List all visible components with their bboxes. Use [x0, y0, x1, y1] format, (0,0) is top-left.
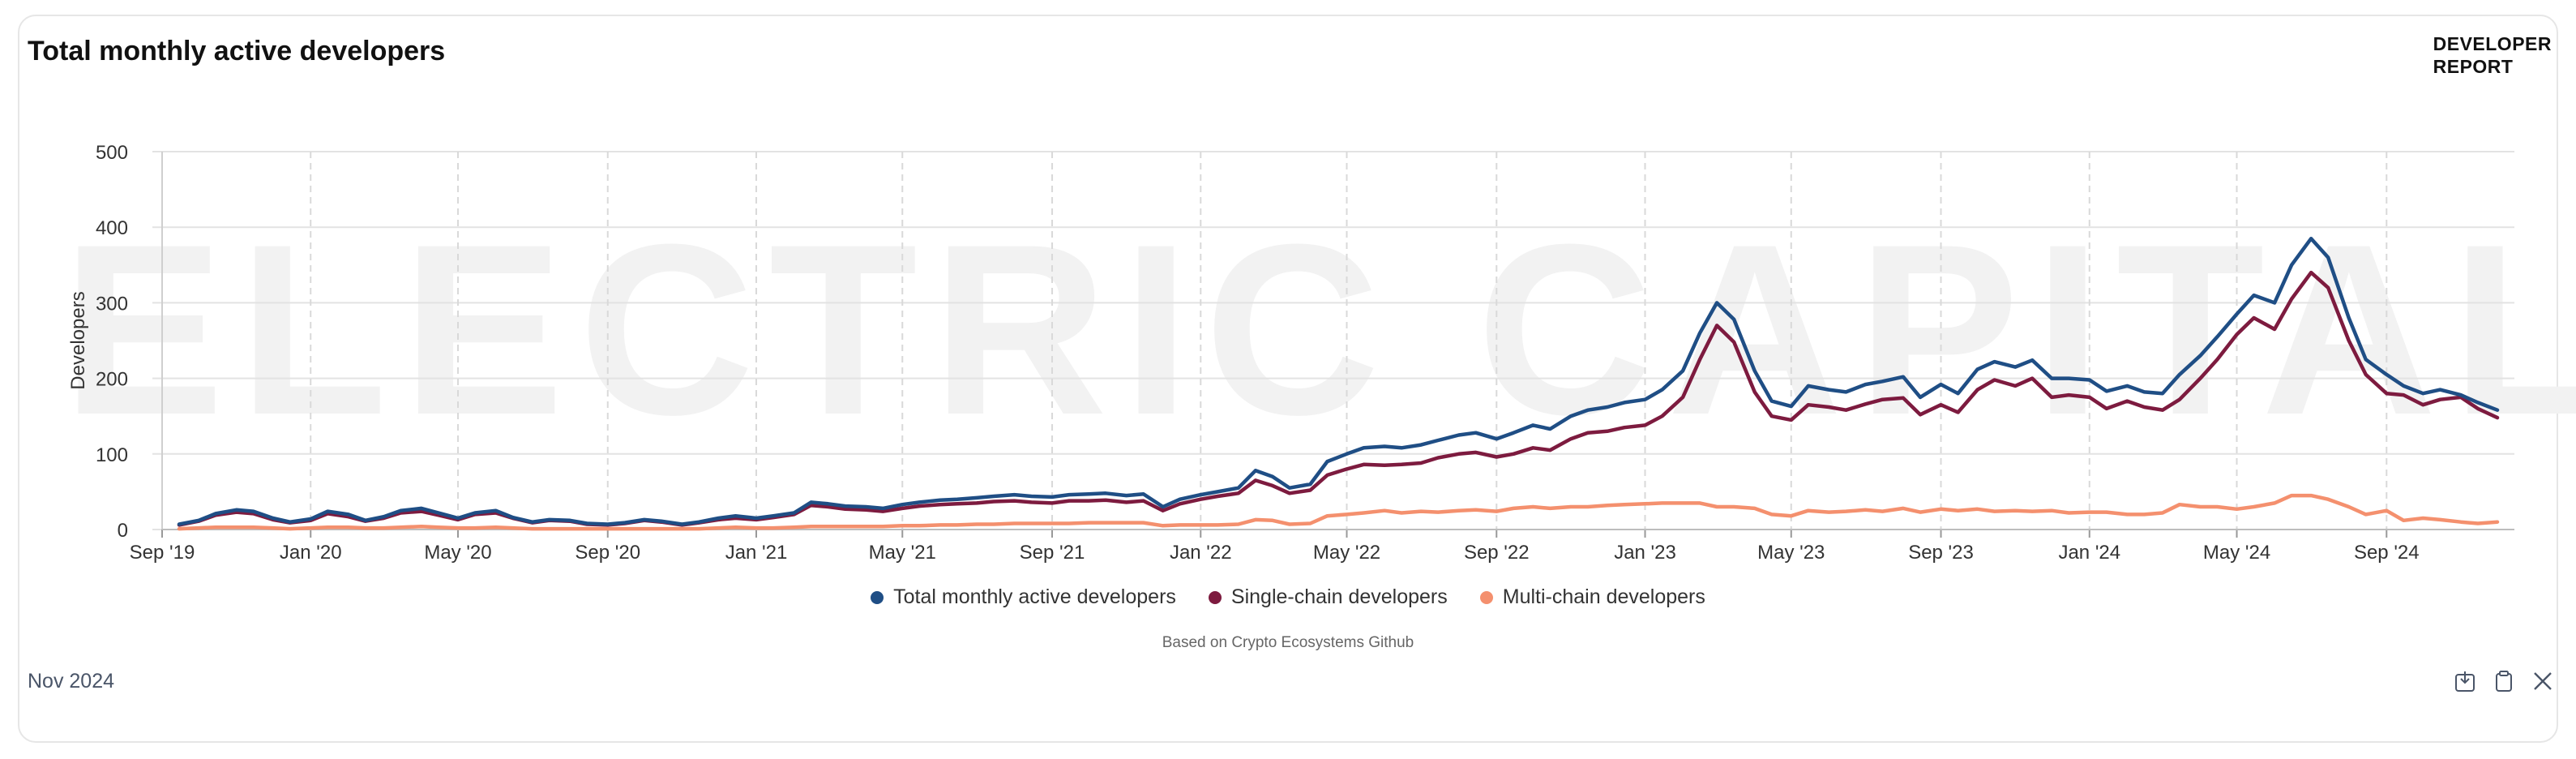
developer-report-badge: DEVELOPER REPORT — [2433, 32, 2552, 78]
report-date: Nov 2024 — [28, 670, 115, 693]
x-tick-label: Sep '19 — [130, 542, 195, 564]
x-tick-label: May '20 — [424, 542, 491, 564]
y-tick-label: 0 — [118, 520, 128, 542]
x-tick-label: May '22 — [1313, 542, 1380, 564]
x-tick-label: Jan '20 — [280, 542, 342, 564]
x-tick-label: Jan '24 — [2058, 542, 2120, 564]
x-tick-label: Jan '21 — [725, 542, 788, 564]
y-tick-label: 300 — [96, 293, 128, 315]
legend-item-single[interactable]: Single-chain developers — [1208, 585, 1448, 609]
x-tick-label: Jan '22 — [1170, 542, 1232, 564]
x-tick-label: Sep '20 — [575, 542, 640, 564]
badge-line-2: REPORT — [2433, 56, 2514, 77]
series-line-multi — [177, 493, 2500, 531]
x-tick-label: Sep '21 — [1020, 542, 1085, 564]
x-tick-label: May '21 — [869, 542, 936, 564]
x-tick-label: Sep '24 — [2354, 542, 2420, 564]
y-tick-label: 400 — [96, 217, 128, 239]
badge-line-1: DEVELOPER — [2433, 33, 2552, 54]
series-line-total — [177, 236, 2500, 526]
legend-dot-multi — [1479, 590, 1493, 604]
legend-dot-total — [871, 590, 884, 604]
legend-item-multi[interactable]: Multi-chain developers — [1479, 585, 1705, 609]
y-tick-label: 100 — [96, 444, 128, 466]
y-axis-label: Developers — [67, 291, 89, 389]
legend-item-total[interactable]: Total monthly active developers — [871, 585, 1176, 609]
x-logo-icon[interactable] — [2532, 670, 2553, 693]
x-tick-label: May '23 — [1757, 542, 1825, 564]
x-tick-label: Sep '22 — [1464, 542, 1530, 564]
x-tick-label: May '24 — [2203, 542, 2270, 564]
x-tick-label: Jan '23 — [1614, 542, 1676, 564]
chart-legend: Total monthly active developers Single-c… — [0, 585, 2576, 609]
copy-icon[interactable] — [2493, 670, 2514, 693]
y-tick-label: 200 — [96, 369, 128, 391]
source-note: Based on Crypto Ecosystems Github — [1162, 634, 1414, 651]
legend-label-total: Total monthly active developers — [893, 585, 1176, 608]
legend-label-single: Single-chain developers — [1230, 585, 1448, 608]
legend-dot-single — [1208, 590, 1222, 604]
y-tick-label: 500 — [96, 142, 128, 164]
download-icon[interactable] — [2454, 670, 2475, 693]
x-tick-label: Sep '23 — [1908, 542, 1974, 564]
line-chart: ELECTRIC CAPITAL 0 100 200 300 400 500 Sep '19 J… — [62, 142, 2576, 564]
chart-actions — [2454, 670, 2553, 693]
chart-title: Total monthly active developers — [28, 36, 446, 66]
legend-label-multi: Multi-chain developers — [1502, 585, 1705, 608]
watermark-text: ELECTRIC CAPITAL — [62, 193, 2576, 465]
